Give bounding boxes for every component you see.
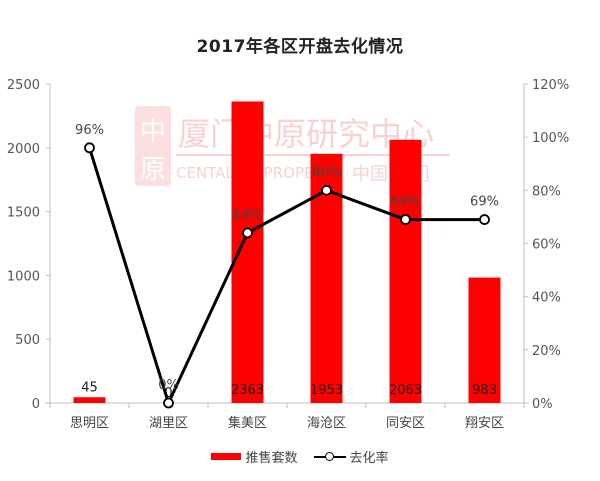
rate-marker[interactable]	[400, 214, 411, 225]
category-label: 海沧区	[307, 415, 346, 431]
right-axis-tick-label: 80%	[532, 184, 561, 199]
bar[interactable]	[389, 139, 422, 403]
left-axis-tick-label: 2000	[7, 142, 40, 157]
rate-marker[interactable]	[163, 397, 174, 409]
bar-value-label: 1953	[310, 383, 343, 398]
rate-value-label: 96%	[75, 123, 104, 138]
bar[interactable]	[73, 397, 106, 403]
legend-bar-swatch-icon	[211, 453, 242, 460]
bar-value-label: 2063	[389, 383, 422, 398]
chart-title: 2017年各区开盘去化情况	[196, 37, 404, 57]
left-axis-tick-label: 1000	[7, 269, 40, 284]
category-label: 同安区	[386, 416, 425, 431]
bar-value-label: 0	[164, 386, 172, 401]
right-axis-tick-label: 0%	[532, 397, 553, 412]
bar-value-label: 2363	[231, 383, 264, 398]
watermark-logo-top: 中	[140, 117, 166, 147]
rate-line	[88, 147, 485, 408]
rate-marker[interactable]	[479, 214, 490, 225]
category-label: 翔安区	[465, 416, 504, 431]
bar[interactable]	[468, 277, 501, 403]
bar-value-label: 45	[81, 380, 98, 395]
rate-value-label: 64%	[233, 208, 262, 223]
left-axis-tick-label: 2500	[7, 78, 40, 93]
category-label: 集美区	[228, 415, 267, 431]
category-label: 思明区	[70, 416, 109, 431]
bar[interactable]	[231, 101, 264, 403]
right-axis-tick-label: 40%	[532, 291, 561, 306]
legend: 推售套数 去化率	[0, 447, 600, 466]
rate-value-label: 0%	[158, 378, 179, 393]
left-axis-tick-label: 500	[15, 333, 40, 348]
rate-value-label: 80%	[312, 165, 341, 180]
rate-marker[interactable]	[321, 184, 332, 196]
left-axis-tick-label: 1500	[7, 206, 40, 221]
rate-marker[interactable]	[242, 227, 253, 239]
right-axis-tick-label: 120%	[532, 78, 569, 93]
watermark-logo-bottom: 原	[140, 155, 166, 185]
right-axis-tick-label: 60%	[532, 238, 561, 253]
legend-bar-label: 推售套数	[245, 451, 298, 466]
rate-marker[interactable]	[84, 142, 95, 154]
legend-line-marker-icon	[313, 451, 346, 463]
right-axis-tick-label: 100%	[532, 131, 569, 146]
legend-line-label: 去化率	[349, 451, 389, 466]
category-label: 湖里区	[149, 416, 188, 431]
rate-value-label: 69%	[470, 195, 499, 210]
legend-item-bar[interactable]: 推售套数	[211, 447, 298, 466]
bar-value-label: 983	[472, 383, 497, 398]
legend-item-line[interactable]: 去化率	[313, 447, 389, 466]
right-axis-tick-label: 20%	[532, 344, 561, 359]
left-axis-tick-label: 0	[32, 397, 40, 412]
rate-value-label: 69%	[391, 195, 420, 210]
